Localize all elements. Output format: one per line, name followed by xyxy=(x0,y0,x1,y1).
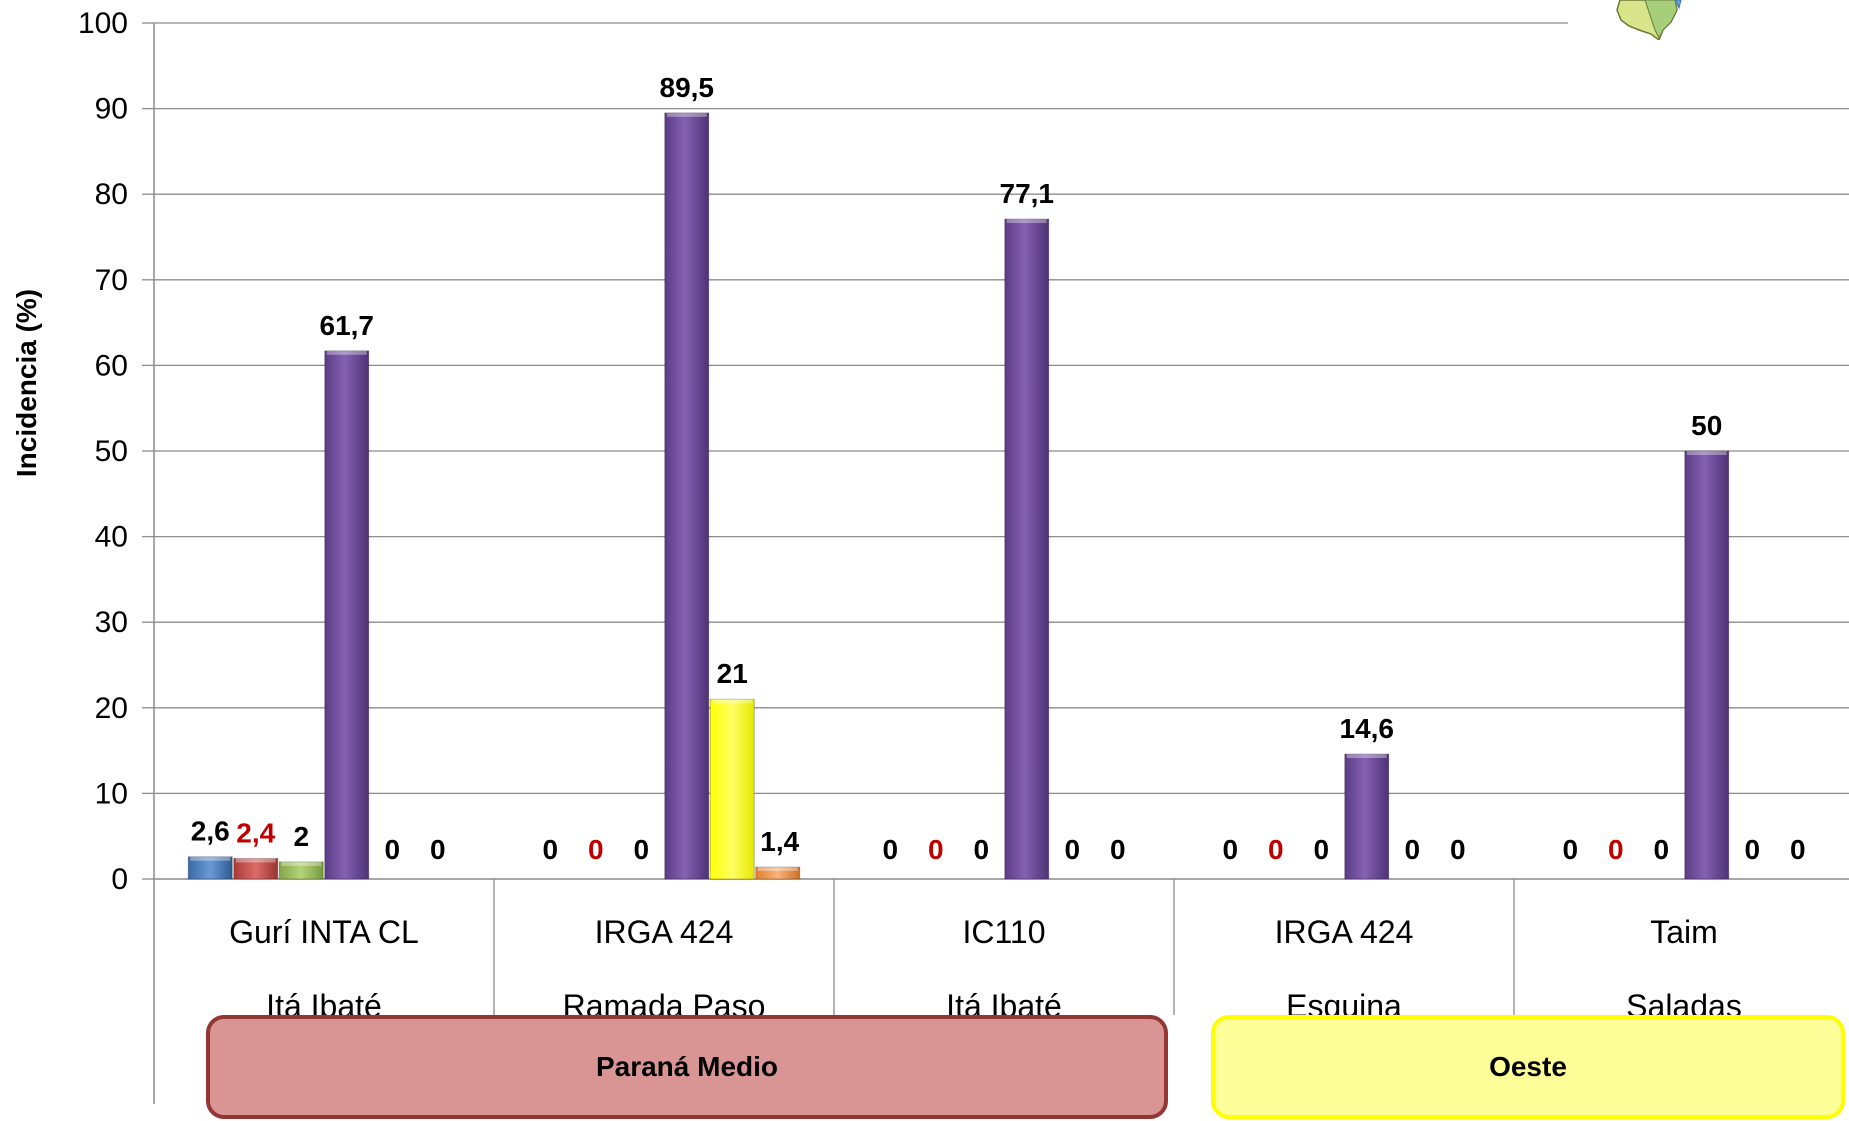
data-label: 0 xyxy=(1110,834,1126,865)
data-label: 2 xyxy=(293,821,309,852)
data-labels: 2,60 0 0 02,40 0 0 02 0 0 0 061,789,577,114,650021… xyxy=(191,72,1806,865)
data-label: 0 xyxy=(1313,834,1329,865)
bar-highlight xyxy=(190,856,231,861)
bar-highlight xyxy=(326,350,367,355)
category-cultivar-label: IRGA 424 xyxy=(595,914,734,950)
y-tick-label: 10 xyxy=(95,777,128,810)
data-label: 0 xyxy=(928,834,944,865)
gridlines xyxy=(142,22,1849,1104)
data-label: 0 xyxy=(1790,834,1806,865)
bar-highlight xyxy=(757,867,798,872)
bar xyxy=(233,857,279,880)
data-label: 0 xyxy=(1653,834,1669,865)
y-axis-label: Incidencia (%) xyxy=(11,289,42,477)
bar-highlight xyxy=(666,112,707,117)
region-parana-medio: Paraná Medio xyxy=(206,1015,1168,1119)
data-label: 21 xyxy=(717,658,748,689)
y-tick-label: 20 xyxy=(95,692,128,725)
data-label: 2,6 xyxy=(191,816,230,847)
bar xyxy=(1684,450,1730,880)
region-parana-medio-label: Paraná Medio xyxy=(595,1051,779,1082)
bar-highlight xyxy=(712,699,753,704)
bar-highlight xyxy=(281,861,322,866)
data-label: 50 xyxy=(1691,410,1722,441)
bar xyxy=(1344,753,1390,880)
bar xyxy=(1004,218,1050,880)
data-label: 77,1 xyxy=(1000,178,1055,209)
data-label: 0 xyxy=(633,834,649,865)
bar-highlight xyxy=(1686,451,1727,455)
bars xyxy=(187,112,1730,880)
y-tick-label: 30 xyxy=(95,606,128,639)
data-label: 1,4 xyxy=(760,826,799,857)
category-cultivar-label: Taim xyxy=(1650,914,1718,950)
bar xyxy=(187,856,233,880)
y-tick-label: 70 xyxy=(95,264,128,297)
data-label: 0 xyxy=(1562,834,1578,865)
region-oeste-label: Oeste xyxy=(1489,1051,1567,1082)
data-label: 0 xyxy=(542,834,558,865)
y-tick-label: 90 xyxy=(95,93,128,126)
bar xyxy=(324,350,370,880)
region-map-icon xyxy=(1616,0,1682,40)
data-label: 0 xyxy=(1064,834,1080,865)
data-label: 0 xyxy=(1450,834,1466,865)
data-label: 0 xyxy=(882,834,898,865)
bar xyxy=(709,698,755,880)
bar-highlight xyxy=(1006,219,1047,224)
y-tick-label: 60 xyxy=(95,349,128,382)
data-label: 0 xyxy=(430,834,446,865)
data-label: 0 xyxy=(1222,834,1238,865)
y-tick-label: 80 xyxy=(95,178,128,211)
data-label: 0 xyxy=(973,834,989,865)
category-cultivar-label: IC110 xyxy=(962,914,1045,950)
data-label: 0 xyxy=(384,834,400,865)
data-label: 0 xyxy=(1608,834,1624,865)
bar xyxy=(755,866,801,880)
bar-highlight xyxy=(1346,754,1387,759)
bar xyxy=(664,112,710,880)
data-label: 2,4 xyxy=(236,817,275,848)
bar-highlight xyxy=(235,858,276,863)
data-label: 89,5 xyxy=(660,72,715,103)
data-label: 14,6 xyxy=(1340,713,1395,744)
category-cultivar-label: IRGA 424 xyxy=(1275,914,1414,950)
category-cultivar-label: Gurí INTA CL xyxy=(229,914,419,950)
y-tick-label: 50 xyxy=(95,435,128,468)
data-label: 0 xyxy=(1268,834,1284,865)
data-label: 61,7 xyxy=(320,310,375,341)
data-label: 0 xyxy=(588,834,604,865)
y-tick-label: 40 xyxy=(95,521,128,554)
y-axis-ticks: 0 10 20 30 40 50 60 70 80 90 100 xyxy=(78,7,128,896)
region-oeste: Oeste xyxy=(1211,1015,1845,1119)
data-label: 0 xyxy=(1404,834,1420,865)
y-tick-label: 100 xyxy=(78,7,128,40)
y-tick-label: 0 xyxy=(111,863,128,896)
bar xyxy=(278,861,324,880)
data-label: 0 xyxy=(1744,834,1760,865)
